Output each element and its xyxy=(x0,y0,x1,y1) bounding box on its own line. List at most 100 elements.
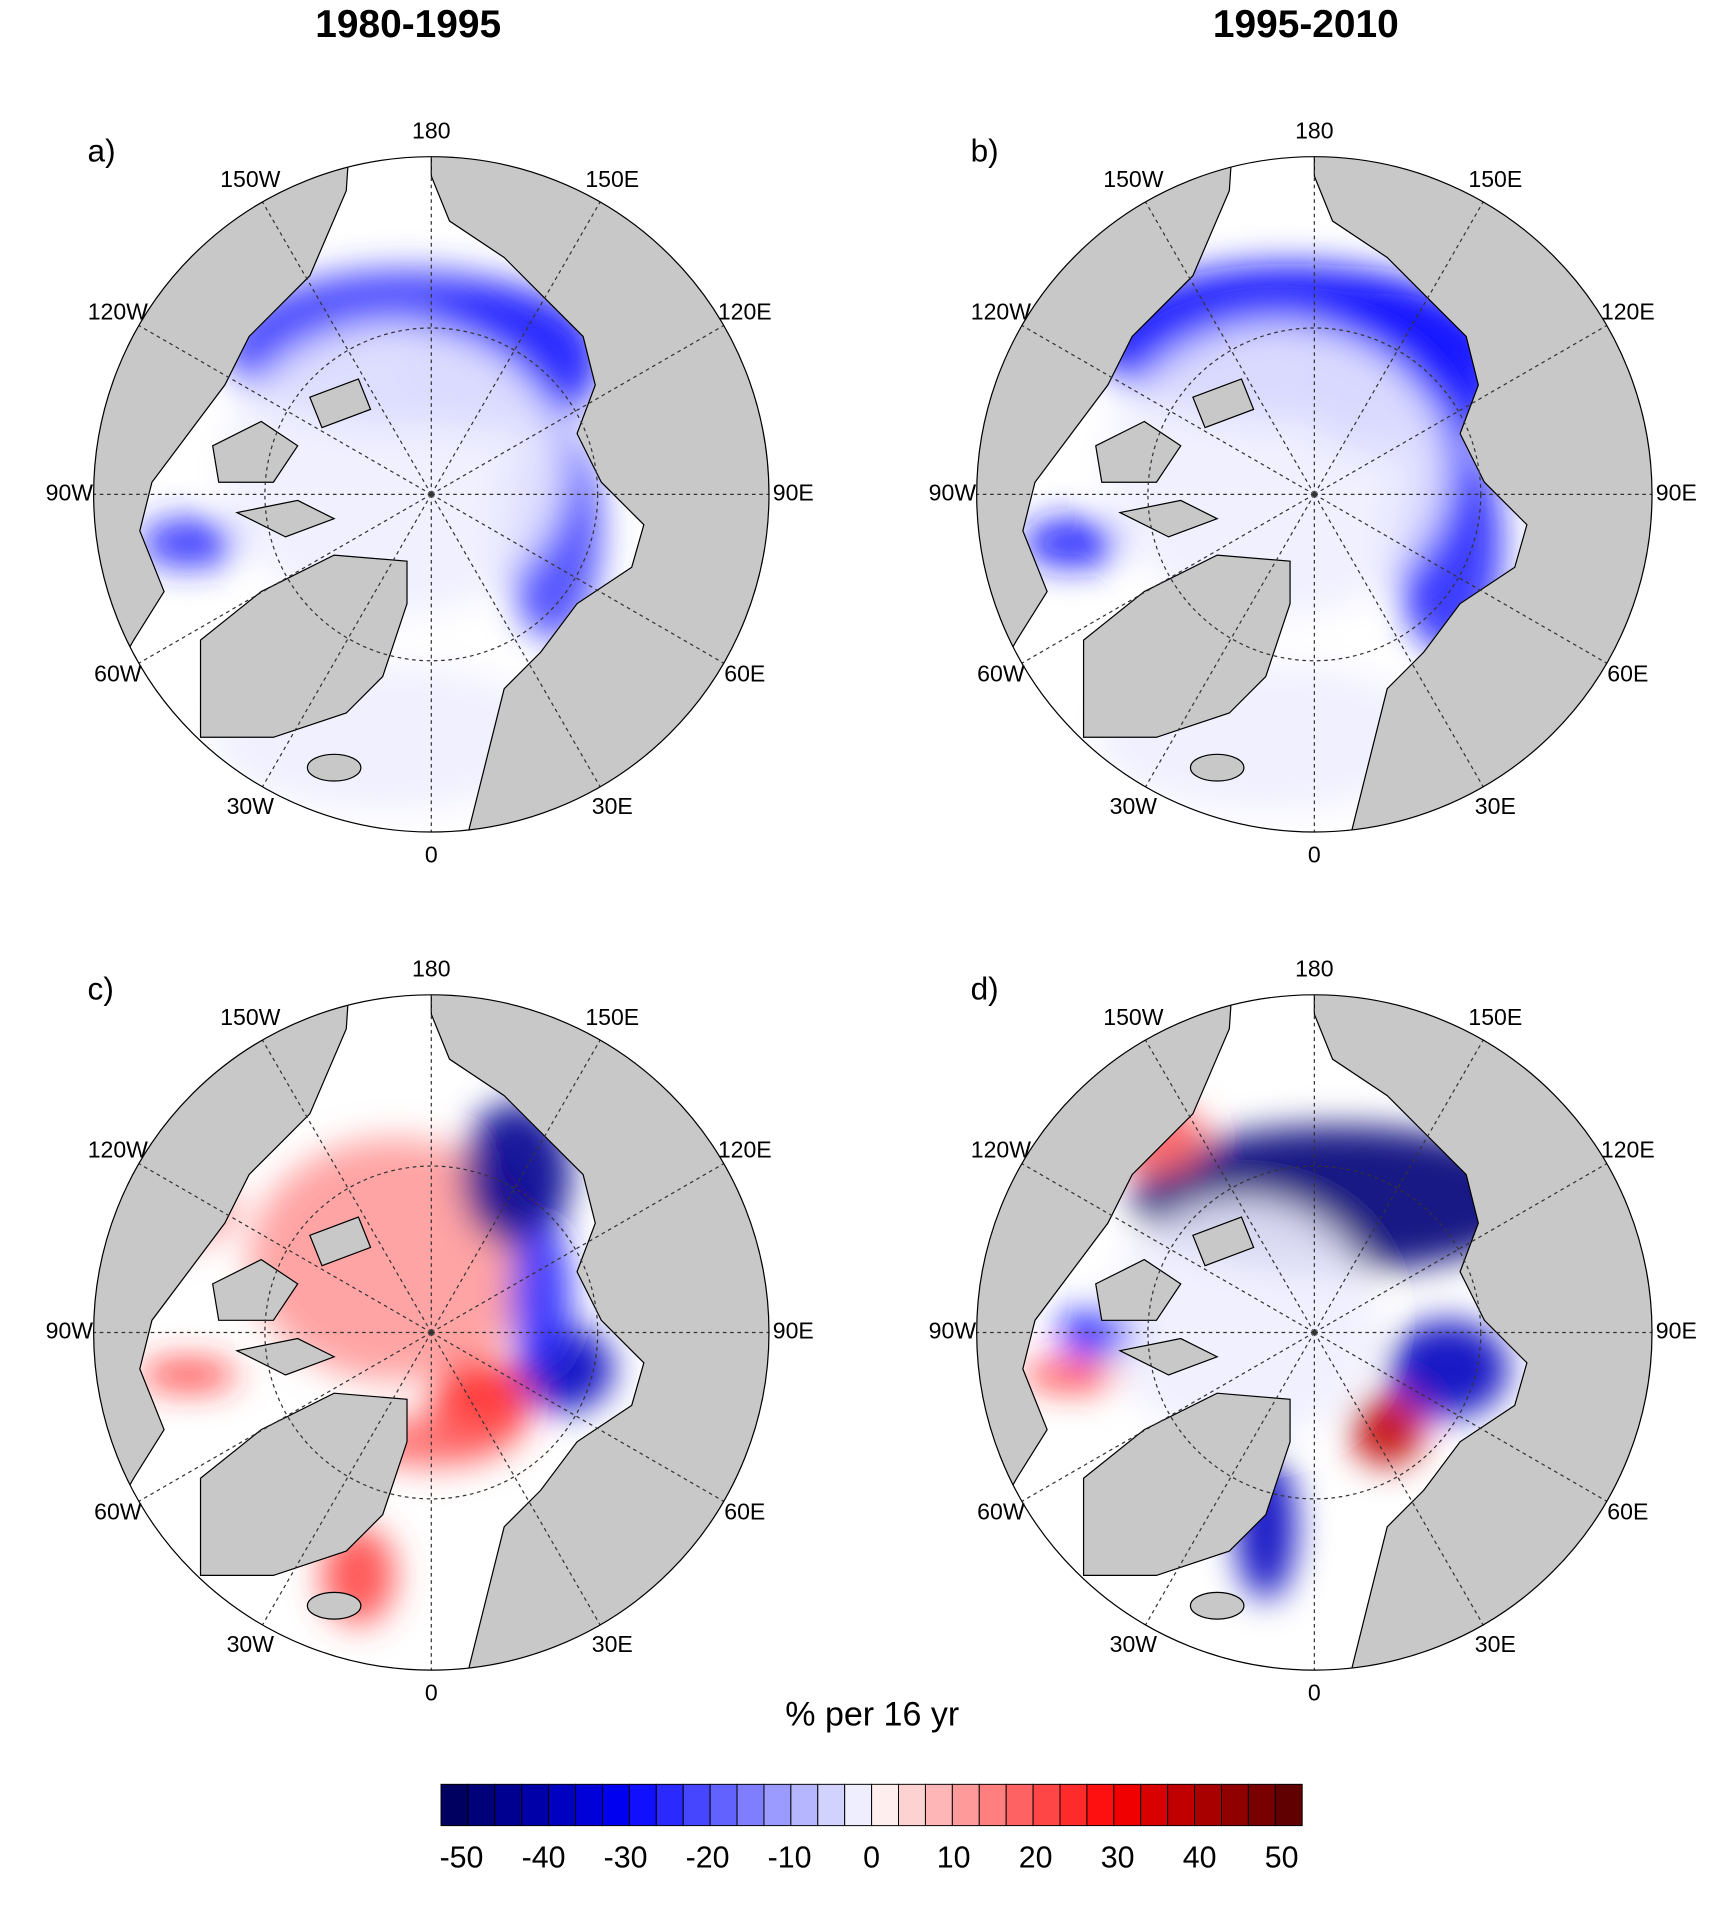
colorbar-box xyxy=(1167,1783,1196,1827)
meridian xyxy=(430,201,601,495)
longitude-label: 60W xyxy=(977,1499,1025,1525)
longitude-label: 90W xyxy=(46,1318,94,1344)
trend-area xyxy=(1350,1393,1424,1467)
longitude-label: 120W xyxy=(971,1137,1031,1163)
longitude-label: 150E xyxy=(585,1004,639,1030)
longitude-label: 150W xyxy=(220,166,280,192)
colorbar-tick-label: -30 xyxy=(604,1842,648,1875)
meridian xyxy=(1314,325,1608,495)
colorbar-box xyxy=(1005,1783,1034,1827)
parallel xyxy=(264,1165,599,1500)
trend-field xyxy=(1022,1101,1546,1600)
colorbar-tick-label: 50 xyxy=(1265,1842,1299,1875)
land xyxy=(1095,1258,1182,1321)
land xyxy=(1118,1337,1219,1376)
meridian xyxy=(138,1163,432,1333)
colorbar-box xyxy=(709,1783,738,1827)
land xyxy=(199,554,408,738)
longitude-label: 150E xyxy=(1468,166,1522,192)
polar-map: 0 30E 60E 90E 120E 150E 180 150W 120W 90W 60W 30W b) xyxy=(929,117,1697,867)
longitude-label: 30W xyxy=(1110,793,1158,819)
longitude-label: 30W xyxy=(1110,1631,1158,1657)
map-border xyxy=(976,156,1653,833)
colorbar-box xyxy=(951,1783,980,1827)
longitude-label: 60E xyxy=(1607,660,1648,686)
colorbar-box xyxy=(978,1783,1007,1827)
colorbar-tick-label: 10 xyxy=(937,1842,971,1875)
land xyxy=(211,1258,299,1321)
longitude-label: 60E xyxy=(724,660,765,686)
longitude-label: 180 xyxy=(412,117,450,143)
trend-field xyxy=(139,269,602,811)
meridian xyxy=(430,1163,725,1333)
longitude-label: 60E xyxy=(724,1499,765,1525)
meridian xyxy=(430,1039,601,1333)
trend-area xyxy=(139,518,237,568)
trend-area xyxy=(139,1360,237,1390)
longitude-label: 0 xyxy=(425,1680,438,1706)
land xyxy=(1189,1591,1245,1620)
meridian xyxy=(430,325,725,495)
land xyxy=(309,378,372,429)
meridian xyxy=(1021,493,1315,664)
meridian xyxy=(430,1332,601,1626)
longitude-label: 90E xyxy=(773,479,814,505)
land xyxy=(211,420,299,483)
longitude-label: 60W xyxy=(94,1499,142,1525)
colorbar: -50 -40 -30 -20 -10 0 10 20 30 40 50 xyxy=(440,1783,1303,1875)
polar-map: 0 30E 60E 90E 120E 150E 180 150W 120W 90W 60W 30W a) xyxy=(46,117,814,867)
colorbar-box xyxy=(1113,1783,1142,1827)
meridian xyxy=(430,494,601,788)
parallel xyxy=(1147,1165,1482,1500)
longitude-label: 120E xyxy=(1601,298,1655,324)
colorbar-tick-label: 20 xyxy=(1019,1842,1053,1875)
meridian xyxy=(261,201,432,495)
longitude-label: 30W xyxy=(227,793,275,819)
colorbar-tick-label: 30 xyxy=(1101,1842,1135,1875)
colorbar-box xyxy=(628,1783,657,1827)
meridian xyxy=(430,493,725,664)
longitude-label: 180 xyxy=(1295,956,1333,982)
column-title: 1980-1995 xyxy=(315,3,501,46)
colorbar-box xyxy=(1140,1783,1169,1827)
land xyxy=(1192,378,1255,429)
colorbar-box xyxy=(1274,1783,1303,1827)
land xyxy=(1082,1392,1291,1577)
colorbar-box xyxy=(763,1783,792,1827)
land xyxy=(306,753,362,782)
meridian xyxy=(138,325,432,495)
meridian xyxy=(138,493,432,664)
meridian xyxy=(1144,1039,1315,1333)
polar-map: 0 30E 60E 90E 120E 150E 180 150W 120W 90W 60W 30W d) xyxy=(929,956,1697,1706)
trend-area xyxy=(1022,518,1121,568)
land xyxy=(235,1337,336,1376)
colorbar-label: % per 16 yr xyxy=(785,1695,959,1733)
colorbar-box xyxy=(1220,1783,1249,1827)
colorbar-box xyxy=(575,1783,603,1827)
meridian xyxy=(1314,1163,1608,1333)
colorbar-box xyxy=(1032,1783,1061,1827)
longitude-label: 90E xyxy=(1656,1318,1697,1344)
colorbar-box xyxy=(548,1783,577,1827)
meridian xyxy=(261,494,432,788)
longitude-label: 30E xyxy=(592,793,633,819)
meridian xyxy=(138,1331,432,1502)
land xyxy=(1095,420,1182,483)
meridian xyxy=(1313,201,1484,495)
colorbar-box xyxy=(602,1783,630,1827)
trend-area xyxy=(1022,1360,1121,1390)
colorbar-box xyxy=(521,1783,550,1827)
longitude-label: 120E xyxy=(718,1137,772,1163)
meridian xyxy=(1021,1163,1315,1333)
parallel xyxy=(264,327,599,662)
land xyxy=(1118,499,1219,538)
meridian xyxy=(1314,1331,1608,1502)
colorbar-box xyxy=(494,1783,523,1827)
colorbar-tick-label: -50 xyxy=(440,1842,484,1875)
colorbar-box xyxy=(682,1783,711,1827)
meridian xyxy=(1313,1039,1484,1333)
longitude-label: 60W xyxy=(94,660,142,686)
longitude-label: 150W xyxy=(1103,166,1163,192)
meridian xyxy=(261,1332,432,1626)
